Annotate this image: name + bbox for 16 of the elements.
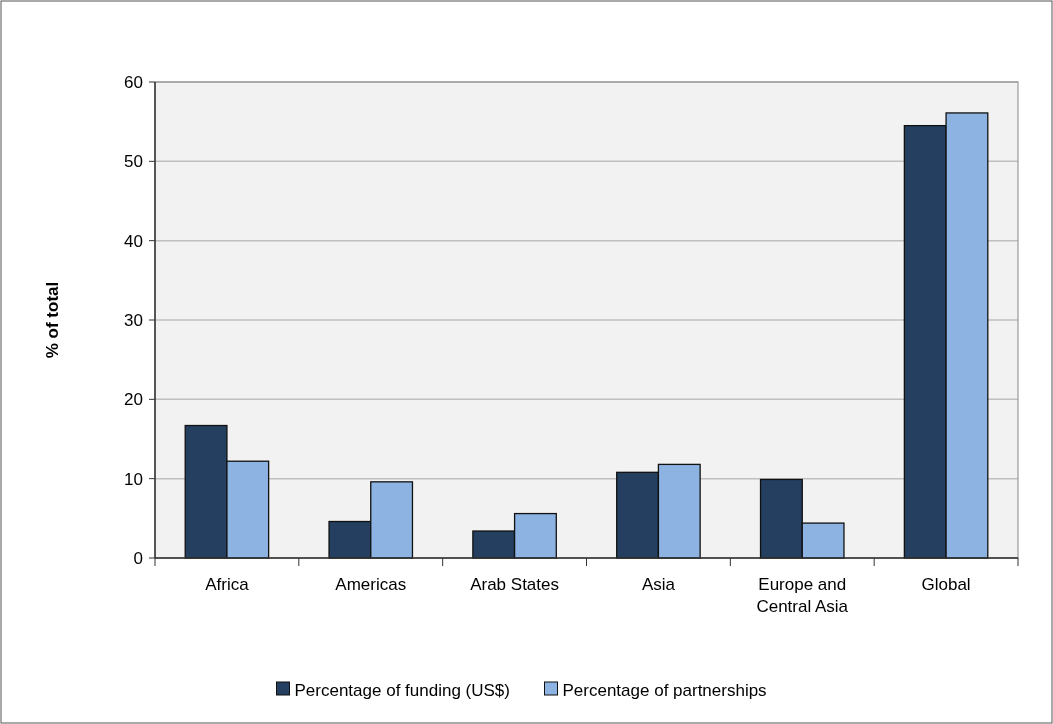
y-tick-label: 10	[124, 469, 143, 489]
x-tick-label: Europe and Central Asia	[756, 575, 849, 616]
x-tick-label: Global	[921, 575, 971, 594]
y-tick-label: 40	[124, 231, 143, 251]
y-tick-label: 0	[133, 548, 143, 568]
x-tick-label: Americas	[335, 575, 407, 594]
y-tick-label: 20	[124, 390, 143, 410]
legend-label: Percentage of funding (US$)	[294, 680, 510, 700]
x-tick-label: Africa	[205, 575, 250, 594]
y-axis-title: % of total	[43, 281, 62, 359]
legend-label: Percentage of partnerships	[562, 680, 767, 700]
y-tick-label: 60	[124, 72, 143, 92]
x-tick-label: Arab States	[470, 575, 559, 594]
y-tick-label: 50	[124, 152, 143, 172]
y-tick-label: 30	[124, 310, 143, 330]
x-tick-label: Asia	[641, 575, 676, 594]
